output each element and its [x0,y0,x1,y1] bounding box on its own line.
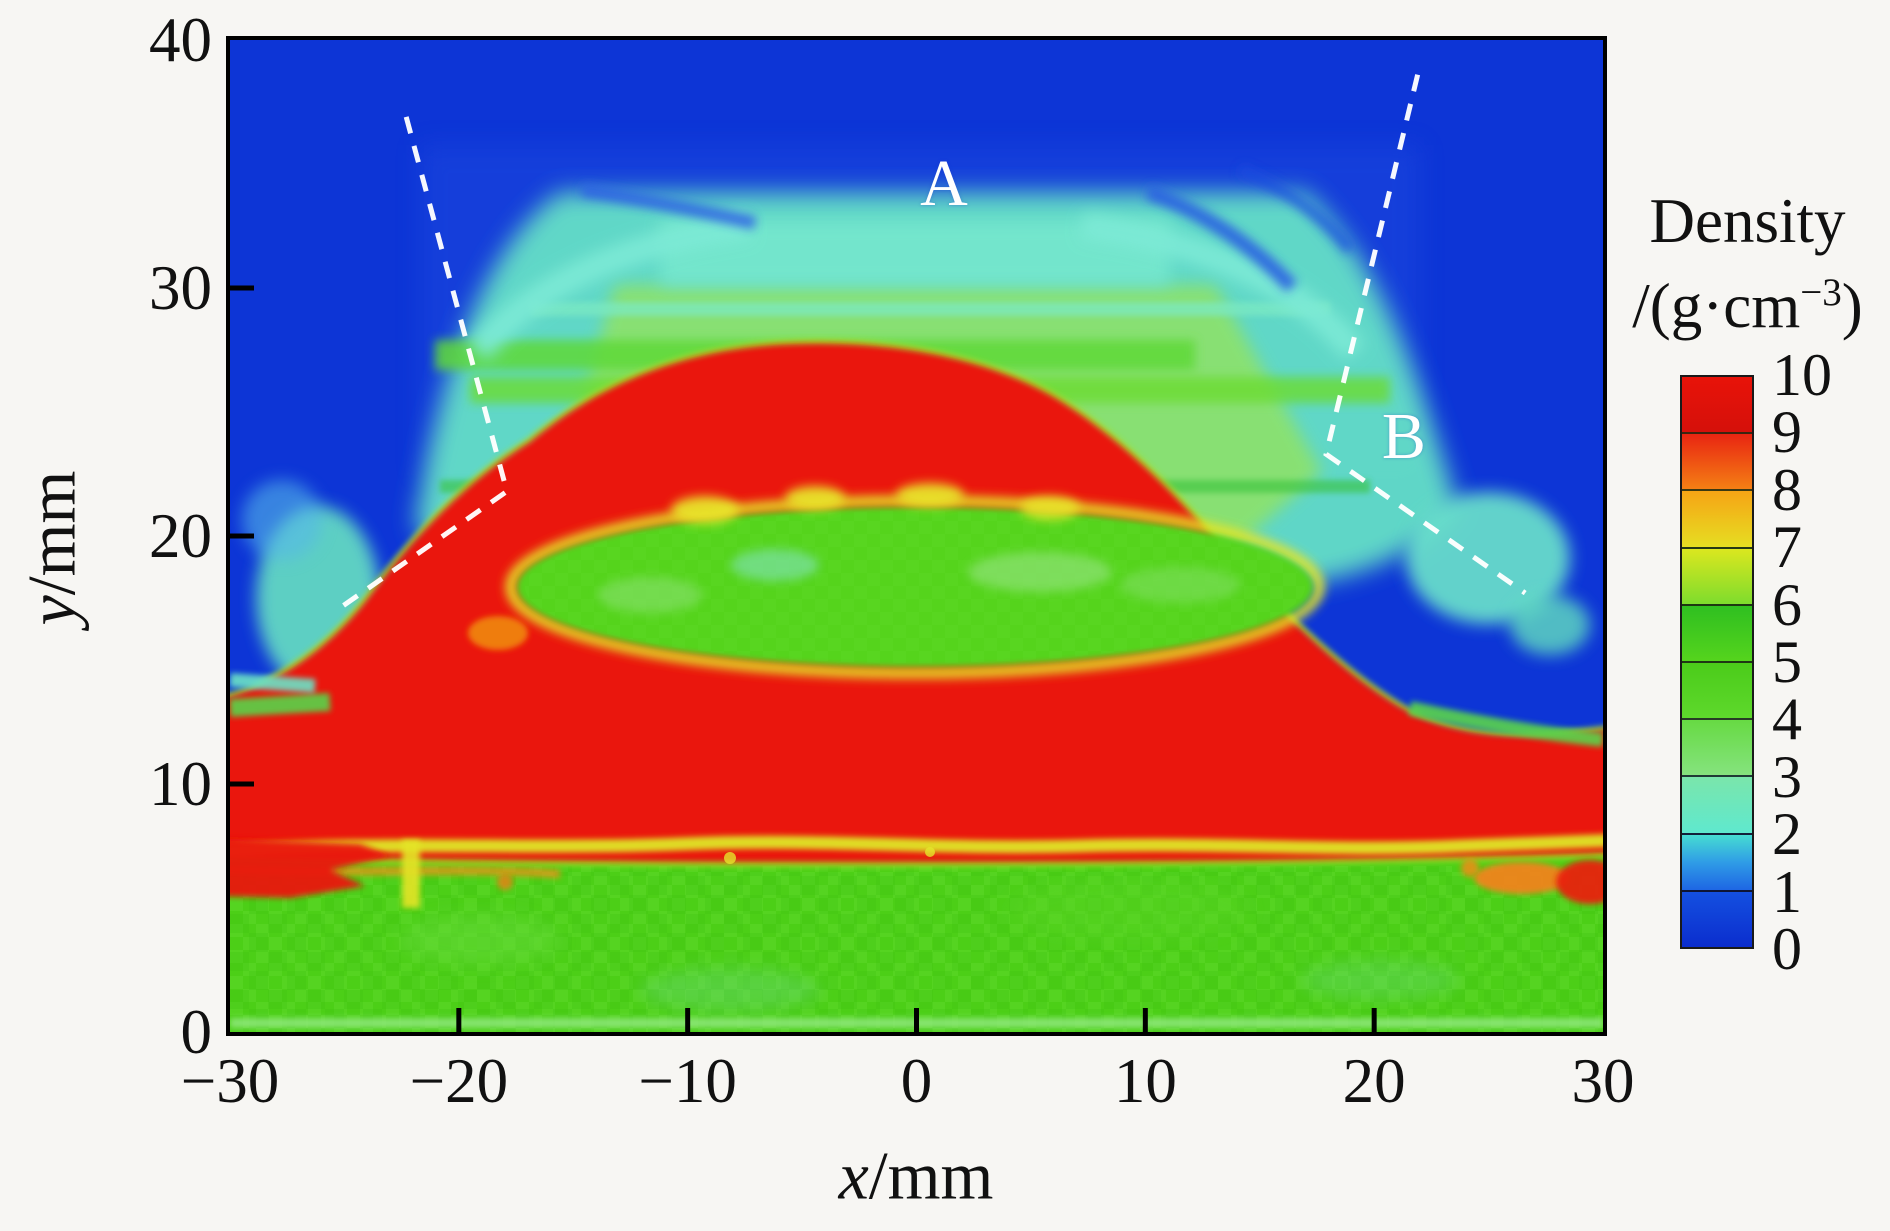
x-axis-variable: x [838,1137,869,1214]
dashed-guides [331,74,1527,615]
density-heatmap [230,40,1603,1032]
colorbar-segment-9-10 [1682,377,1752,433]
y-tick-label: 30 [149,253,212,323]
y-tick-label: 20 [149,501,212,571]
colorbar-tick-label: 9 [1772,399,1802,466]
colorbar-tick-label: 6 [1772,571,1802,638]
y-axis-variable: y [13,595,90,626]
colorbar-tick-label: 0 [1772,916,1802,982]
colorbar-segment-1-2 [1682,832,1752,890]
colorbar-title: Density [1649,186,1846,256]
colorbar-tick-label: 8 [1772,456,1802,523]
x-tick-label: 0 [900,1046,933,1116]
colorbar-tick-label: 10 [1772,342,1832,408]
y-tick-label: 10 [149,749,212,819]
y-tick-label: 40 [149,5,212,75]
colorbar-unit: /(g·cm−3) [1632,271,1863,341]
colorbar-tick-label: 1 [1772,858,1802,925]
colorbar-tick-label: 7 [1772,514,1802,581]
colorbar-tick-label: 4 [1772,686,1802,753]
x-tick-label: 30 [1571,1046,1635,1116]
dashed-guide-right [1323,74,1527,596]
x-axis-title: x/mm [839,1137,994,1216]
density-field-art [230,40,1603,1032]
x-tick-label: 10 [1113,1046,1177,1116]
y-tick-label: 0 [180,997,213,1067]
axis-tick-marks [230,285,1377,1032]
colorbar-segment-0-1 [1682,889,1752,948]
colorbar-segment-2-3 [1682,775,1752,833]
colorbar-segment-3-4 [1682,718,1752,776]
colorbar-segment-8-9 [1682,432,1752,490]
x-tick-label: 20 [1342,1046,1406,1116]
colorbar-tick-label: 2 [1772,801,1802,868]
colorbar-segment-5-6 [1682,603,1752,662]
x-axis-unit: /mm [868,1137,994,1214]
x-tick-label: −10 [638,1046,737,1116]
annotation-a: A [920,146,968,220]
colorbar-tick-label: 5 [1772,629,1802,695]
annotation-b: B [1381,399,1426,473]
colorbar [1680,375,1754,949]
colorbar-tick-label: 3 [1772,743,1802,810]
colorbar-segment-7-8 [1682,489,1752,547]
plot-area: A B [226,36,1607,1036]
x-tick-label: −30 [180,1046,280,1116]
colorbar-segment-4-5 [1682,661,1752,719]
colorbar-segment-6-7 [1682,546,1752,604]
x-tick-label: −20 [409,1046,509,1116]
dashed-guide-left [331,116,510,615]
